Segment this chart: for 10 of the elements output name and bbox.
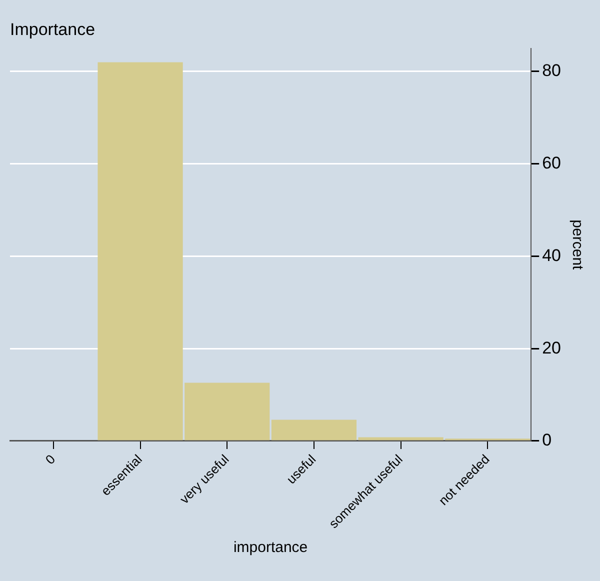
y-tick-label: 80 — [542, 61, 562, 80]
y-tick-label: 40 — [542, 246, 562, 265]
chart-title: Importance — [10, 20, 96, 39]
x-tick-label: 0 — [42, 452, 58, 468]
y-tick-label: 0 — [542, 430, 552, 450]
y-tick-label: 20 — [542, 338, 562, 358]
bar — [271, 420, 357, 440]
y-tick-label: 60 — [542, 154, 562, 173]
y-axis-title: percent — [568, 220, 586, 271]
x-axis-title: importance — [233, 539, 308, 556]
